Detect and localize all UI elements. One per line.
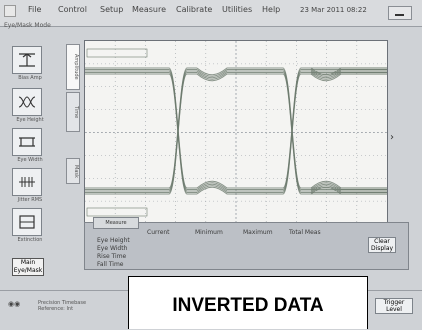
measurement-panel: Measure Current Minimum Maximum Total Me… bbox=[84, 217, 409, 270]
menu-file[interactable]: File bbox=[28, 5, 42, 14]
extinction-icon bbox=[19, 215, 35, 229]
eye-trace bbox=[85, 73, 197, 195]
col-current: Current bbox=[147, 229, 170, 236]
eye-trace bbox=[196, 73, 387, 195]
vendor-logo: ◉◉ bbox=[8, 300, 21, 308]
eye-height-label: Eye Height bbox=[16, 117, 44, 123]
menu-help[interactable]: Help bbox=[262, 5, 281, 14]
eye-trace bbox=[310, 185, 387, 193]
col-maximum: Maximum bbox=[243, 229, 273, 236]
row-rise-time: Rise Time bbox=[97, 253, 127, 260]
eye-trace bbox=[310, 73, 387, 82]
bias-amp-button[interactable] bbox=[12, 46, 42, 74]
row-eye-width: Eye Width bbox=[97, 245, 128, 252]
menu-utilities[interactable]: Utilities bbox=[222, 5, 253, 14]
eye-trace bbox=[196, 73, 387, 195]
eye-height-icon bbox=[18, 96, 36, 108]
eye-trace bbox=[310, 186, 387, 195]
vendor-name: Precision Timebase bbox=[38, 300, 87, 306]
main-eye-mask-button[interactable]: Main Eye/Mask bbox=[12, 258, 44, 276]
eye-width-button[interactable] bbox=[12, 128, 42, 156]
eye-trace bbox=[85, 67, 197, 189]
eye-trace bbox=[85, 69, 197, 190]
menu-measure[interactable]: Measure bbox=[132, 5, 166, 14]
bias-amp-label: Bias Amp bbox=[18, 75, 42, 81]
eye-trace bbox=[310, 180, 387, 189]
eye-diagram-plot bbox=[85, 41, 387, 224]
eye-trace bbox=[85, 69, 197, 190]
col-total: Total Meas bbox=[289, 229, 321, 236]
mask-region bbox=[86, 207, 148, 217]
vendor-reference: Reference: Int bbox=[38, 306, 74, 312]
extinction-label: Extinction bbox=[17, 237, 43, 243]
clear-display-button[interactable]: Clear Display bbox=[368, 237, 396, 253]
tab-amplitude[interactable]: Amplitude bbox=[66, 44, 80, 90]
eye-trace bbox=[85, 73, 197, 195]
caption-label: INVERTED DATA bbox=[128, 276, 368, 329]
tab-time[interactable]: Time bbox=[66, 92, 80, 132]
trigger-marker-icon: › bbox=[390, 132, 394, 143]
eye-trace bbox=[310, 72, 387, 80]
mask-region bbox=[86, 48, 148, 58]
menu-control[interactable]: Control bbox=[58, 5, 87, 14]
row-fall-time: Fall Time bbox=[97, 261, 124, 268]
tab-mask[interactable]: Mask bbox=[66, 158, 80, 184]
eye-trace bbox=[310, 182, 387, 190]
jitter-icon bbox=[19, 177, 35, 187]
eye-trace bbox=[85, 67, 197, 189]
jitter-rms-button[interactable] bbox=[12, 168, 42, 196]
jitter-rms-label: Jitter RMS bbox=[17, 197, 43, 203]
eye-amplitude-icon bbox=[19, 53, 35, 67]
eye-trace bbox=[85, 70, 197, 192]
extinction-button[interactable] bbox=[12, 208, 42, 236]
menu-setup[interactable]: Setup bbox=[100, 5, 124, 14]
eye-trace bbox=[310, 183, 387, 192]
eye-trace bbox=[85, 70, 197, 192]
app-icon[interactable] bbox=[4, 5, 16, 17]
datetime-display: 23 Mar 2011 08:22 bbox=[300, 6, 367, 14]
menu-calibrate[interactable]: Calibrate bbox=[176, 5, 213, 14]
row-eye-height: Eye Height bbox=[97, 237, 130, 244]
minimize-button[interactable] bbox=[388, 6, 412, 20]
eye-height-button[interactable] bbox=[12, 88, 42, 116]
eye-width-label: Eye Width bbox=[17, 157, 43, 163]
vendor-info: Precision Timebase Reference: Int bbox=[38, 300, 86, 312]
col-minimum: Minimum bbox=[195, 229, 223, 236]
measure-tab[interactable]: Measure bbox=[93, 217, 139, 229]
eye-width-icon bbox=[19, 137, 35, 147]
menu-bar: File Control Setup Measure Calibrate Uti… bbox=[0, 0, 422, 27]
trigger-level-button[interactable]: Trigger Level bbox=[375, 298, 413, 314]
eye-diagram-display[interactable] bbox=[84, 40, 388, 225]
sidebar-title: Eye/Mask Mode bbox=[4, 22, 51, 29]
